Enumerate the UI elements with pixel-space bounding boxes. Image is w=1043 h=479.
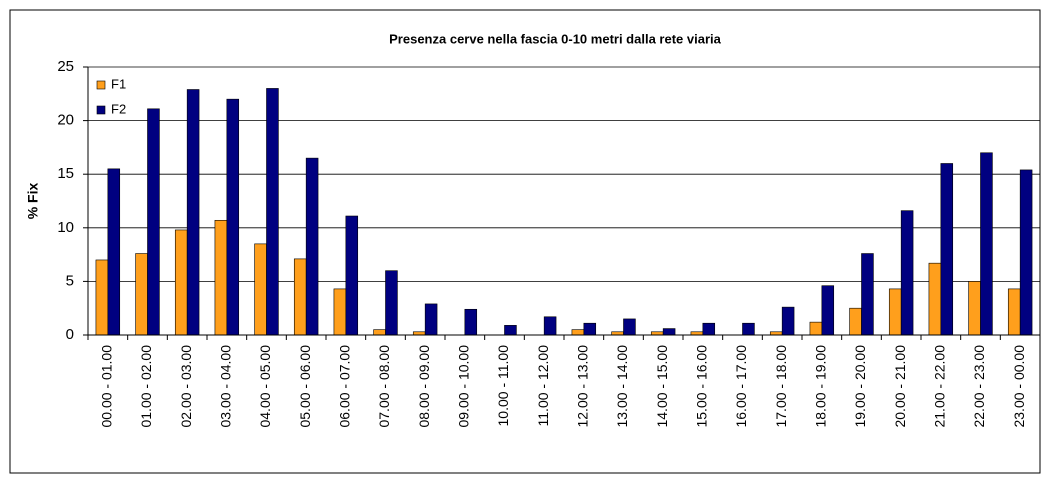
legend-label: F2 xyxy=(111,101,126,116)
bar xyxy=(702,322,716,336)
bar xyxy=(226,98,240,336)
bar xyxy=(623,318,636,336)
legend-swatch xyxy=(96,105,106,115)
bar xyxy=(147,108,160,336)
bar xyxy=(968,281,981,336)
y-tick-label: 10 xyxy=(57,219,74,236)
x-tick-label: 04.00 - 05.00 xyxy=(257,345,273,428)
x-tick-label: 21.00 - 22.00 xyxy=(932,345,948,428)
y-tick-label: 15 xyxy=(57,165,74,182)
bar xyxy=(293,258,307,336)
x-tick-label: 07.00 - 08.00 xyxy=(376,345,392,428)
bar xyxy=(980,152,993,336)
bar xyxy=(373,329,386,336)
x-tick-label: 02.00 - 03.00 xyxy=(178,345,194,428)
x-tick-label: 11.00 - 12.00 xyxy=(535,345,551,427)
x-tick-label: 19.00 - 20.00 xyxy=(852,345,868,428)
x-tick-label: 13.00 - 14.00 xyxy=(614,345,630,428)
chart-title: Presenza cerve nella fascia 0-10 metri d… xyxy=(389,31,721,46)
bar xyxy=(135,253,148,336)
chart-border xyxy=(9,9,1041,474)
x-tick-label: 18.00 - 19.00 xyxy=(813,345,829,428)
x-tick-label: 22.00 - 23.00 xyxy=(971,345,987,428)
bar xyxy=(900,210,914,336)
bar xyxy=(504,325,517,336)
x-tick-label: 17.00 - 18.00 xyxy=(773,345,789,428)
bar xyxy=(1007,288,1021,336)
bar xyxy=(928,262,942,336)
bar xyxy=(543,316,557,336)
bar xyxy=(186,89,200,336)
bar xyxy=(781,306,795,336)
x-tick-label: 03.00 - 04.00 xyxy=(218,345,234,428)
bar xyxy=(861,253,874,336)
bar xyxy=(254,243,267,336)
legend-swatch xyxy=(96,80,106,90)
bar xyxy=(888,288,902,336)
legend-label: F1 xyxy=(111,76,126,91)
bar xyxy=(464,308,478,336)
bar xyxy=(345,215,359,336)
x-tick-label: 14.00 - 15.00 xyxy=(654,345,670,428)
x-tick-label: 20.00 - 21.00 xyxy=(892,345,908,428)
bar xyxy=(940,163,954,336)
x-tick-label: 00.00 - 01.00 xyxy=(99,345,115,428)
x-tick-label: 10.00 - 11.00 xyxy=(495,345,511,427)
y-tick-label: 0 xyxy=(66,326,74,343)
x-tick-label: 05.00 - 06.00 xyxy=(297,345,313,428)
x-tick-label: 06.00 - 07.00 xyxy=(337,345,353,428)
y-tick-label: 25 xyxy=(57,58,74,75)
bar xyxy=(742,322,755,336)
bar xyxy=(107,168,121,336)
x-tick-label: 23.00 - 00.00 xyxy=(1011,345,1027,428)
bar xyxy=(1019,169,1033,336)
x-tick-label: 15.00 - 16.00 xyxy=(694,345,710,428)
bar xyxy=(583,322,597,336)
x-tick-label: 12.00 - 13.00 xyxy=(575,345,591,428)
x-tick-label: 01.00 - 02.00 xyxy=(138,345,154,428)
bar xyxy=(849,307,862,336)
bar xyxy=(662,328,676,336)
bar xyxy=(174,229,188,336)
bar xyxy=(809,321,823,336)
y-axis-label: % Fix xyxy=(25,183,41,220)
bar xyxy=(95,259,109,336)
x-tick-label: 08.00 - 09.00 xyxy=(416,345,432,428)
bar xyxy=(266,88,279,336)
y-tick-label: 20 xyxy=(57,112,74,129)
bar xyxy=(305,157,319,336)
bar xyxy=(424,303,438,336)
x-tick-label: 09.00 - 10.00 xyxy=(456,345,472,428)
bar xyxy=(571,329,585,336)
bar xyxy=(214,219,228,336)
bar xyxy=(821,285,835,336)
bar xyxy=(333,288,347,336)
x-tick-label: 16.00 - 17.00 xyxy=(733,345,749,428)
y-tick-label: 5 xyxy=(66,272,74,289)
bar xyxy=(385,270,398,336)
